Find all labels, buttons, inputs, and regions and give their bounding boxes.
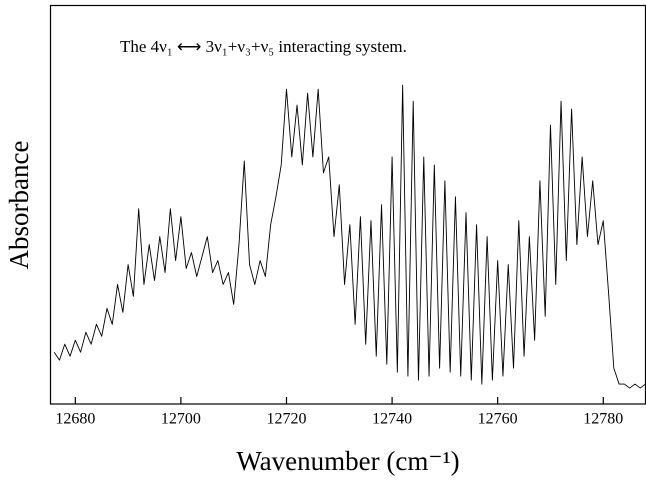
x-tick-label: 12740 — [372, 411, 412, 428]
y-axis-label: Absorbance — [4, 141, 34, 270]
x-tick-label: 12700 — [161, 411, 201, 428]
spectrum-line — [53, 84, 646, 389]
x-tick-label: 12680 — [55, 411, 95, 428]
x-tick-label: 12720 — [266, 411, 306, 428]
x-tick-label: 12780 — [583, 411, 623, 428]
annotation: The 4ν₁ ⟷ 3ν₁+ν₃+ν₅ interacting system. — [120, 37, 407, 56]
x-axis-label: Wavenumber (cm⁻¹) — [236, 446, 459, 476]
x-tick-label: 12760 — [478, 411, 518, 428]
plot-frame — [49, 4, 646, 405]
